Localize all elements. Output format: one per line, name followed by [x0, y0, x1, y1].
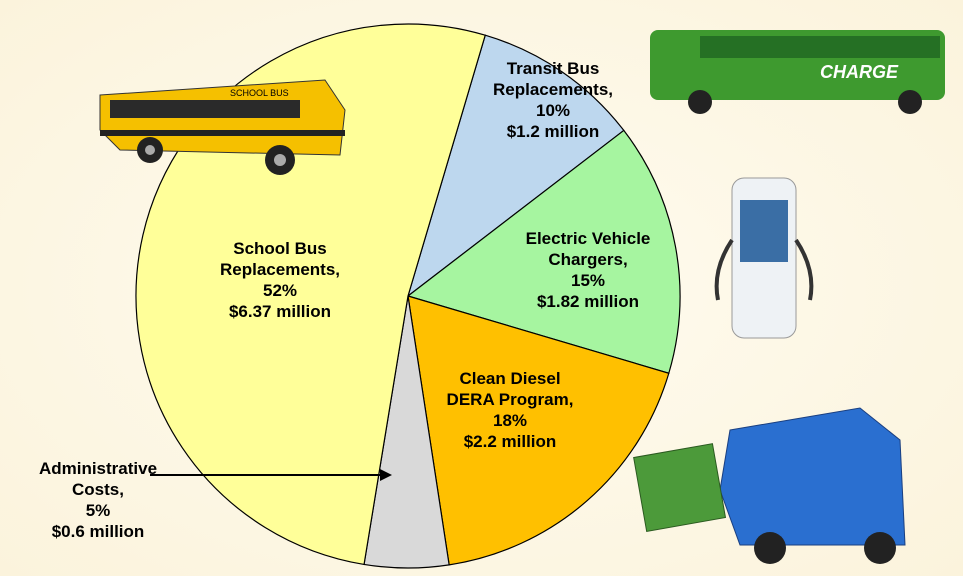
arrow-head [380, 469, 392, 481]
percent-label: 15% [570, 271, 606, 290]
amount-label: $6.37 million [228, 302, 332, 321]
transit-bus-icon: CHARGE [650, 30, 945, 114]
pie-slice [406, 129, 681, 374]
amount-label: $1.2 million [506, 122, 600, 141]
slice-label: Electric Vehicle Chargers, 15% $1.82 milli… [513, 228, 663, 312]
amount-label: $2.2 million [463, 432, 557, 451]
school-bus-icon: SCHOOL BUS [99, 79, 346, 175]
category-label: Electric Vehicle Chargers, [525, 229, 651, 269]
pie-slice [406, 34, 625, 298]
svg-text:CHARGE: CHARGE [820, 62, 899, 82]
pie-slice [135, 23, 486, 566]
garbage-truck-icon [633, 407, 906, 564]
charger-icon [714, 177, 814, 339]
percent-label: 52% [262, 281, 298, 300]
slice-label: Clean Diesel DERA Program, 18% $2.2 millio… [435, 368, 585, 452]
amount-label: $0.6 million [51, 522, 145, 541]
percent-label: 18% [492, 411, 528, 430]
amount-label: $1.82 million [536, 292, 640, 311]
category-label: Transit Bus Replacements, [493, 59, 613, 99]
percent-label: 5% [85, 501, 111, 520]
pie-slice [407, 295, 670, 566]
percent-label: 10% [535, 101, 571, 120]
category-label: Administrative Costs, [38, 459, 158, 499]
svg-text:SCHOOL BUS: SCHOOL BUS [230, 88, 289, 98]
slice-label: Administrative Costs, 5% $0.6 million [23, 458, 173, 542]
category-label: School Bus Replacements, [220, 239, 340, 279]
category-label: Clean Diesel DERA Program, [446, 369, 574, 409]
slice-label: School Bus Replacements, 52% $6.37 million [195, 238, 365, 322]
slice-label: Transit Bus Replacements, 10% $1.2 million [483, 58, 623, 142]
